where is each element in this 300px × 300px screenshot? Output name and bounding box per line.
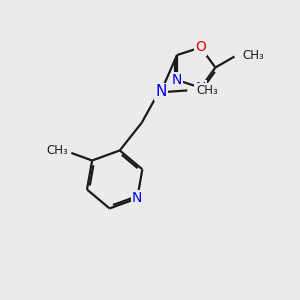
Text: CH₃: CH₃: [243, 50, 265, 62]
Text: O: O: [195, 40, 206, 54]
Text: N: N: [196, 81, 206, 95]
Text: N: N: [132, 191, 142, 206]
Text: N: N: [172, 73, 182, 87]
Text: CH₃: CH₃: [47, 144, 68, 157]
Text: N: N: [155, 84, 166, 99]
Text: CH₃: CH₃: [197, 84, 218, 97]
